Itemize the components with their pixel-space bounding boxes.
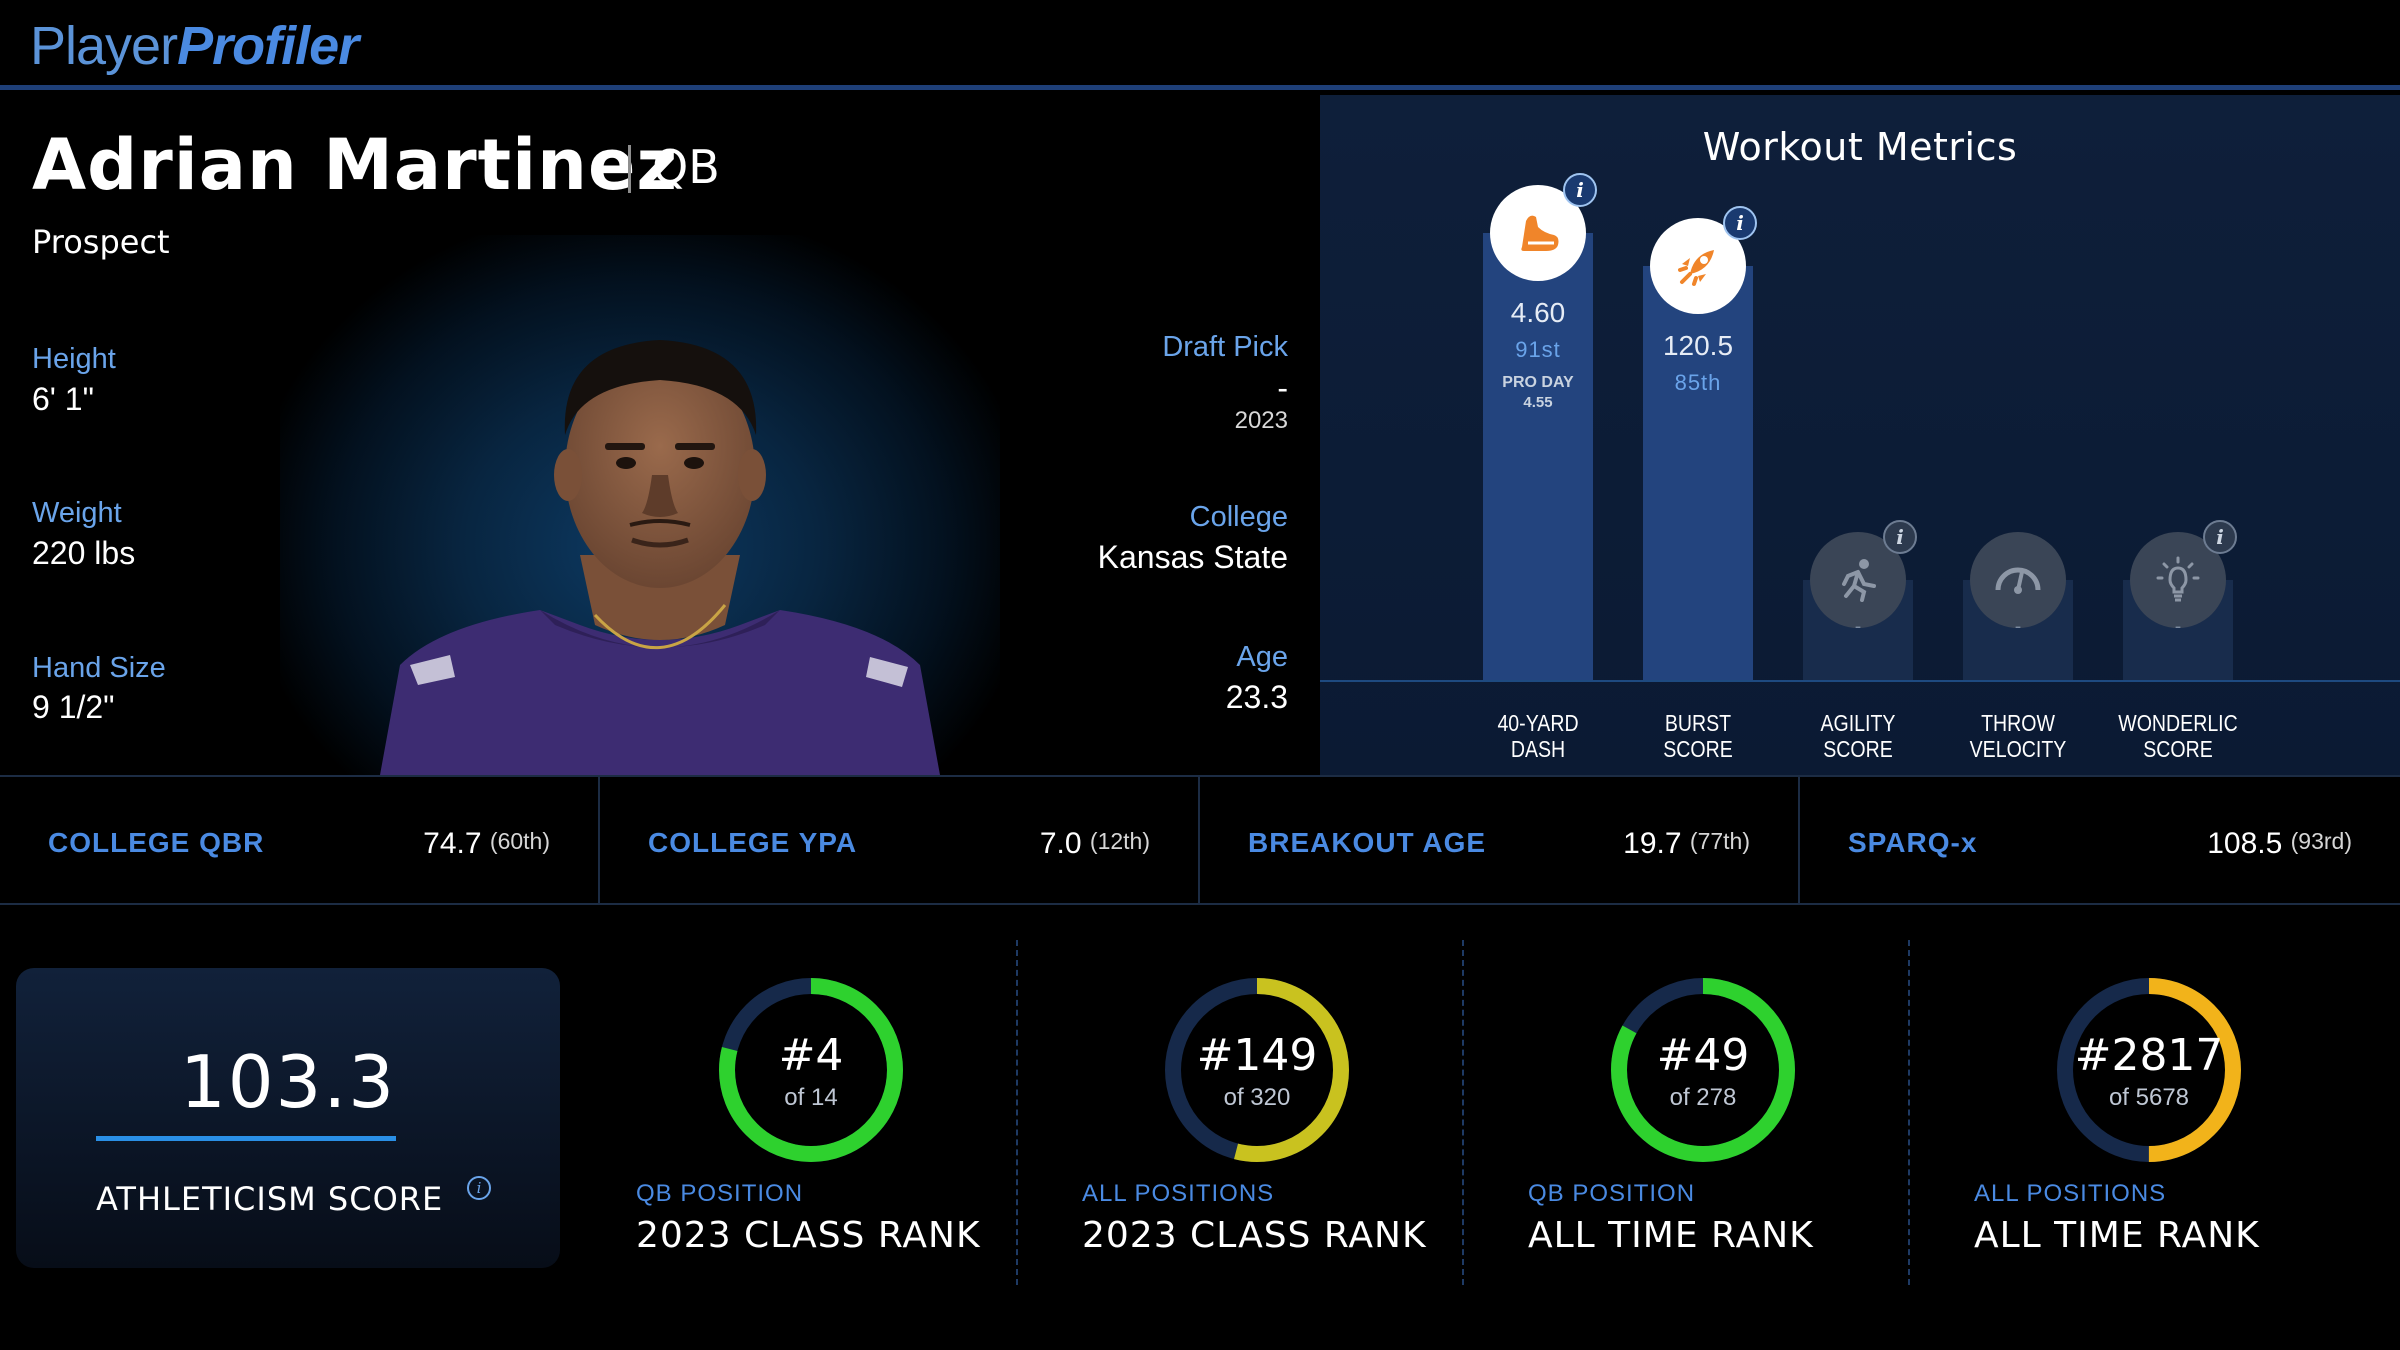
rank-total: of 320 (1223, 1084, 1291, 1111)
rank-card[interactable]: #4 of 14 QB POSITION 2023 CLASS RANK (636, 960, 1082, 1280)
college-stats-row: COLLEGE QBR 74.7 (60th) COLLEGE YPA 7.0 … (0, 775, 2400, 905)
metric-label: BURST SCORE (1663, 710, 1733, 762)
rank-scope: ALL POSITIONS (1974, 1180, 2167, 1207)
metric-pro-day: PRO DAY 4.55 (1483, 373, 1593, 413)
rank-ring (1165, 978, 1349, 1162)
rank-card[interactable]: #49 of 278 QB POSITION ALL TIME RANK (1528, 960, 1974, 1280)
stat-label: SPARQ-x (1848, 827, 1978, 858)
metric-value: - (2174, 616, 2182, 637)
rank-ring-fill (1165, 978, 1349, 1162)
pro-day-value: 4.55 (1523, 394, 1553, 411)
metric-value: - (2014, 616, 2022, 637)
weight-value: 220 lbs (32, 535, 136, 571)
rank-scope: QB POSITION (1528, 1180, 1696, 1207)
stat-label: COLLEGE YPA (648, 827, 858, 858)
stat-value: 19.7 (77th) (1623, 827, 1750, 860)
rank-number: #49 (1656, 1030, 1750, 1081)
rank-card[interactable]: #149 of 320 ALL POSITIONS 2023 CLASS RANK (1082, 960, 1528, 1280)
draft-year: 2023 (1234, 407, 1288, 434)
rank-title: ALL TIME RANK (1528, 1215, 1814, 1256)
rank-ring (719, 978, 903, 1162)
metric-bar[interactable] (1643, 266, 1753, 680)
rank-title: ALL TIME RANK (1974, 1215, 2260, 1256)
stat-sparq-x[interactable]: SPARQ-x 108.5 (93rd) (1800, 777, 2400, 905)
metric-value: 120.5 (1662, 330, 1734, 361)
rank-ring (2057, 978, 2241, 1162)
speedometer-icon (1970, 532, 2066, 628)
hand-size-value: 9 1/2" (32, 689, 115, 725)
rank-number: #4 (778, 1030, 844, 1081)
rank-scope: QB POSITION (636, 1180, 804, 1207)
info-icon[interactable]: i (1563, 173, 1597, 207)
metric-percentile: 85th (1674, 370, 1722, 395)
age-value: 23.3 (1225, 679, 1288, 715)
player-position: QB (652, 140, 720, 194)
rank-ring (1611, 978, 1795, 1162)
rank-ring-fill (2057, 978, 2241, 1162)
metric-label: 40-YARD DASH (1497, 710, 1579, 762)
height-label: Height (32, 343, 116, 375)
rank-divider (1908, 940, 1910, 1285)
metrics-baseline (1320, 680, 2400, 682)
athleticism-score-card[interactable]: 103.3 ATHLETICISM SCORE i (16, 968, 560, 1268)
stat-value: 74.7 (60th) (423, 827, 550, 860)
info-icon[interactable]: i (467, 1176, 491, 1200)
metric-value: - (1854, 616, 1862, 637)
top-bar: PlayerProfiler (0, 0, 2400, 90)
metric-bar[interactable] (1483, 233, 1593, 680)
name-divider (628, 145, 631, 193)
stat-label: COLLEGE QBR (48, 827, 265, 858)
athleticism-score-value: 103.3 (179, 1040, 397, 1124)
metric-label: THROW VELOCITY (1969, 710, 2067, 762)
stat-value: 108.5 (93rd) (2207, 827, 2352, 860)
rank-card[interactable]: #2817 of 5678 ALL POSITIONS ALL TIME RANK (1974, 960, 2400, 1280)
logo-part-2: Profiler (177, 16, 359, 76)
stat-value: 7.0 (12th) (1039, 827, 1150, 860)
workout-metrics-panel: Workout Metrics i 4.60 91st PRO DAY 4.55 40-Y… (1320, 95, 2400, 775)
college-label: College (1189, 501, 1288, 533)
info-icon[interactable]: i (2203, 520, 2237, 554)
hand-size-label: Hand Size (32, 652, 166, 684)
profile-panel: Adrian Martinez QB Prospect Height 6' 1"… (0, 95, 1320, 775)
draft-pick-label: Draft Pick (1162, 331, 1288, 363)
rank-number: #2817 (2074, 1030, 2224, 1081)
metric-label: AGILITY SCORE (1820, 710, 1896, 762)
rank-number: #149 (1196, 1030, 1318, 1081)
player-photo (380, 340, 940, 775)
height-value: 6' 1" (32, 381, 94, 417)
info-icon[interactable]: i (1883, 520, 1917, 554)
age-label: Age (1236, 641, 1288, 673)
rank-total: of 278 (1669, 1084, 1737, 1111)
rank-total: of 14 (784, 1084, 838, 1111)
rank-title: 2023 CLASS RANK (636, 1215, 981, 1256)
rank-ring-fill (1611, 978, 1795, 1162)
player-name: Adrian Martinez (32, 124, 679, 206)
draft-pick-value: - (1277, 370, 1288, 406)
pro-day-label: PRO DAY (1502, 374, 1574, 391)
workout-title: Workout Metrics (1702, 125, 2018, 169)
stat-label: BREAKOUT AGE (1248, 827, 1487, 858)
rank-total: of 5678 (2108, 1084, 2190, 1111)
athleticism-score-rule (96, 1136, 396, 1141)
player-status: Prospect (32, 223, 170, 261)
athleticism-score-label: ATHLETICISM SCORE (96, 1180, 444, 1218)
rank-divider (1016, 940, 1018, 1285)
rank-title: 2023 CLASS RANK (1082, 1215, 1427, 1256)
stat-college-ypa[interactable]: COLLEGE YPA 7.0 (12th) (600, 777, 1200, 905)
info-icon[interactable]: i (1723, 206, 1757, 240)
metric-label: WONDERLIC SCORE (2118, 710, 2238, 762)
site-logo[interactable]: PlayerProfiler (30, 14, 359, 78)
stat-breakout-age[interactable]: BREAKOUT AGE 19.7 (77th) (1200, 777, 1800, 905)
weight-label: Weight (32, 497, 122, 529)
rank-divider (1462, 940, 1464, 1285)
stat-college-qbr[interactable]: COLLEGE QBR 74.7 (60th) (0, 777, 600, 905)
rank-ring-fill (719, 978, 903, 1162)
metric-value: 4.60 (1510, 297, 1566, 328)
rank-scope: ALL POSITIONS (1082, 1180, 1275, 1207)
metric-percentile: 91st (1515, 337, 1561, 362)
logo-part-1: Player (30, 16, 178, 76)
college-value[interactable]: Kansas State (1097, 539, 1288, 575)
